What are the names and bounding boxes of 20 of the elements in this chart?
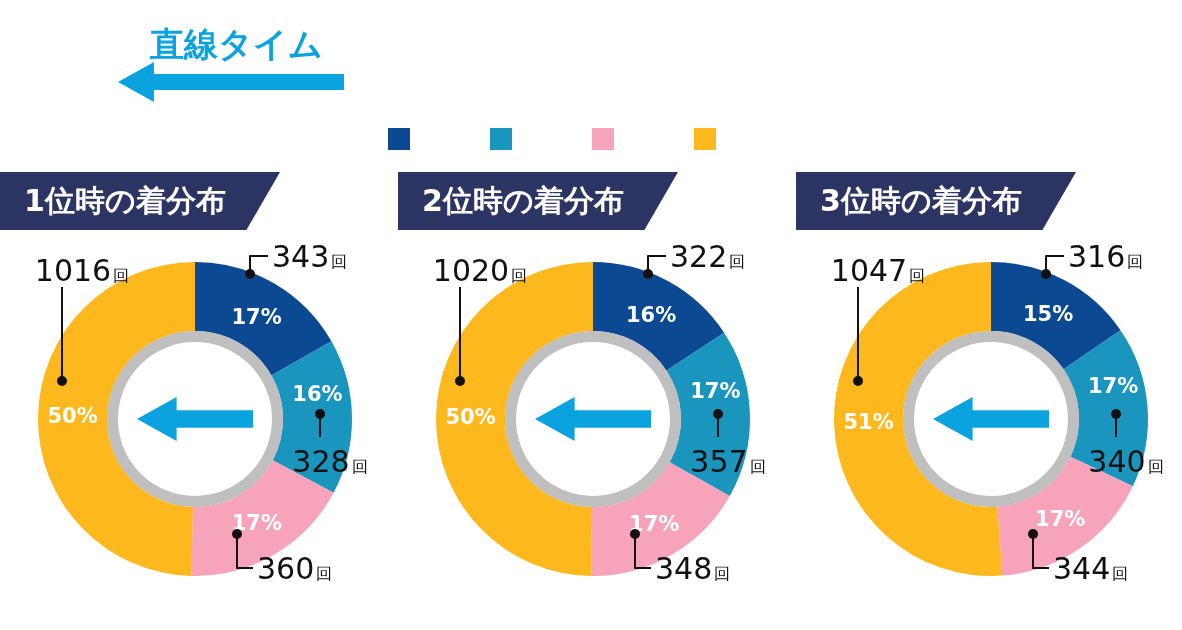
text: 50% [445,404,496,429]
data-label: 316回 [1068,239,1144,274]
text: 17% [690,379,741,404]
text: 17% [231,304,282,329]
text: 15% [1022,302,1074,327]
text: 17% [1035,506,1086,531]
chart-title: 2位時の着分布 [398,172,678,230]
text: 17% [231,511,282,536]
text: 50% [47,404,98,429]
chart-title: 3位時の着分布 [796,172,1076,230]
text: 16% [292,381,343,406]
text: 16% [625,302,677,327]
text: 17% [1087,373,1139,398]
text: 51% [843,409,894,434]
data-label: 344回 [1053,551,1129,586]
text: 直線タイム [150,23,323,66]
chart-title: 1位時の着分布 [0,172,280,230]
data-label: 348回 [655,551,731,586]
text: 17% [629,511,680,536]
data-label: 360回 [257,551,333,586]
